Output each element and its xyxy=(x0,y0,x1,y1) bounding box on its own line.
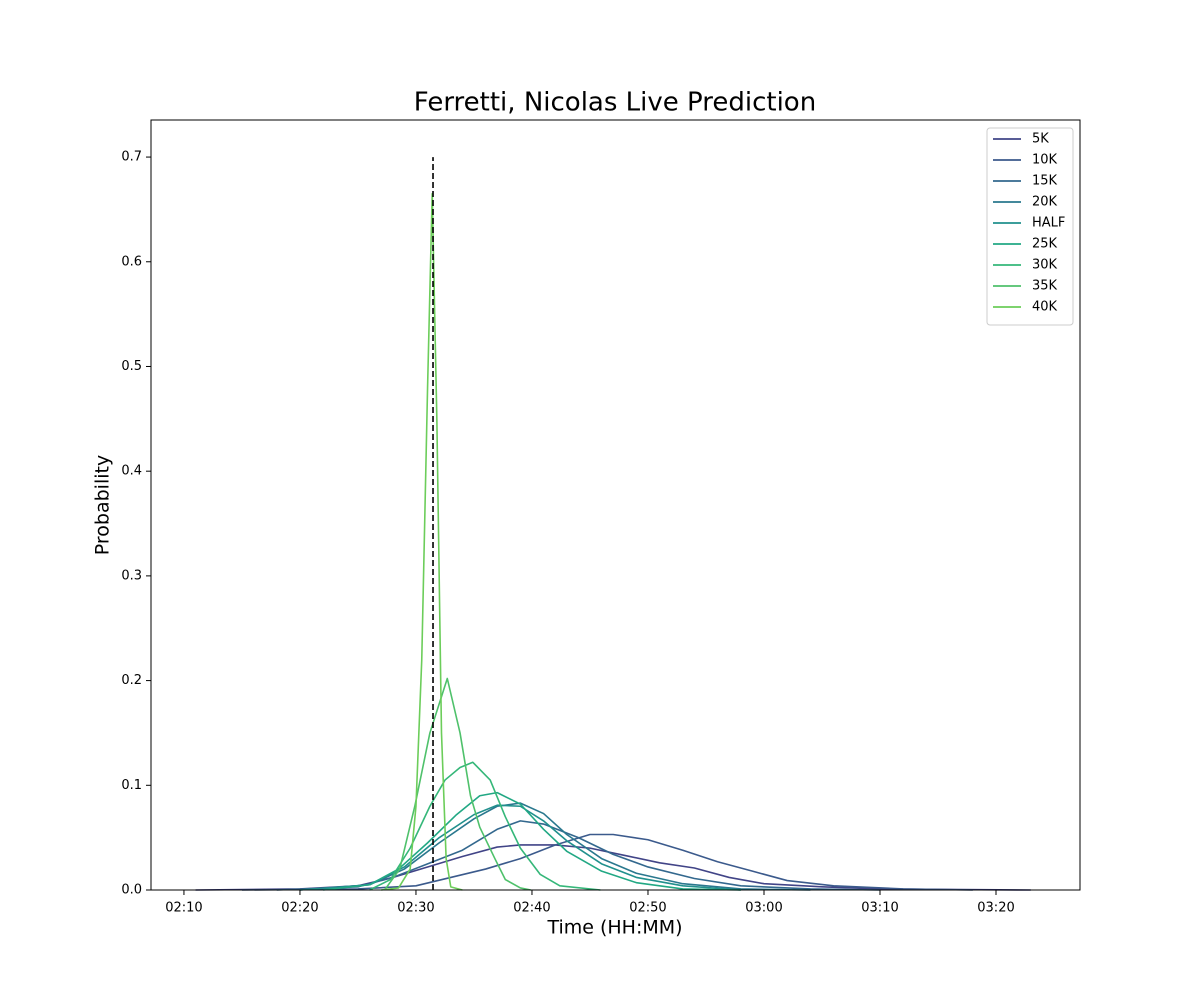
legend-label: 30K xyxy=(1032,258,1058,273)
y-tick-label: 0.0 xyxy=(121,883,142,898)
legend-label: 20K xyxy=(1032,195,1058,210)
y-tick-label: 0.5 xyxy=(121,359,142,374)
series-line xyxy=(195,844,1031,891)
legend-label: 5K xyxy=(1032,132,1049,147)
y-tick-label: 0.1 xyxy=(121,778,142,793)
y-tick-label: 0.2 xyxy=(121,673,142,688)
x-tick-label: 02:50 xyxy=(629,901,666,916)
y-tick-label: 0.4 xyxy=(121,464,142,479)
series-line xyxy=(381,192,463,891)
legend-label: HALF xyxy=(1032,216,1065,231)
series-line xyxy=(241,833,973,891)
x-tick-label: 02:10 xyxy=(165,901,202,916)
plot-area xyxy=(195,157,1031,891)
y-tick-label: 0.6 xyxy=(121,254,142,269)
y-tick-label: 0.3 xyxy=(121,568,142,583)
series-line xyxy=(383,677,531,891)
legend-label: 35K xyxy=(1032,279,1058,294)
legend: 5K 10K 15K 20K HALF 25K 30K 35K 40K xyxy=(986,127,1074,326)
legend-label: 40K xyxy=(1032,300,1058,315)
series-line xyxy=(276,820,881,891)
series-line xyxy=(299,802,811,891)
axes-frame xyxy=(150,119,1081,891)
x-tick-label: 02:20 xyxy=(281,901,318,916)
legend-label: 10K xyxy=(1032,153,1058,168)
x-tick-label: 03:10 xyxy=(861,901,898,916)
y-axis-label: Probability xyxy=(92,455,114,555)
x-tick-label: 02:30 xyxy=(397,901,434,916)
series-line xyxy=(323,791,741,891)
series-line xyxy=(299,804,741,891)
x-tick-label: 03:20 xyxy=(977,901,1014,916)
series-line xyxy=(369,761,601,891)
x-tick-label: 03:00 xyxy=(745,901,782,916)
x-axis-label: Time (HH:MM) xyxy=(546,917,682,939)
legend-box xyxy=(986,127,1074,326)
legend-label: 25K xyxy=(1032,237,1058,252)
chart-title: Ferretti, Nicolas Live Prediction xyxy=(414,88,816,118)
legend-label: 15K xyxy=(1032,174,1058,189)
y-tick-label: 0.7 xyxy=(121,150,142,165)
x-tick-label: 02:40 xyxy=(513,901,550,916)
